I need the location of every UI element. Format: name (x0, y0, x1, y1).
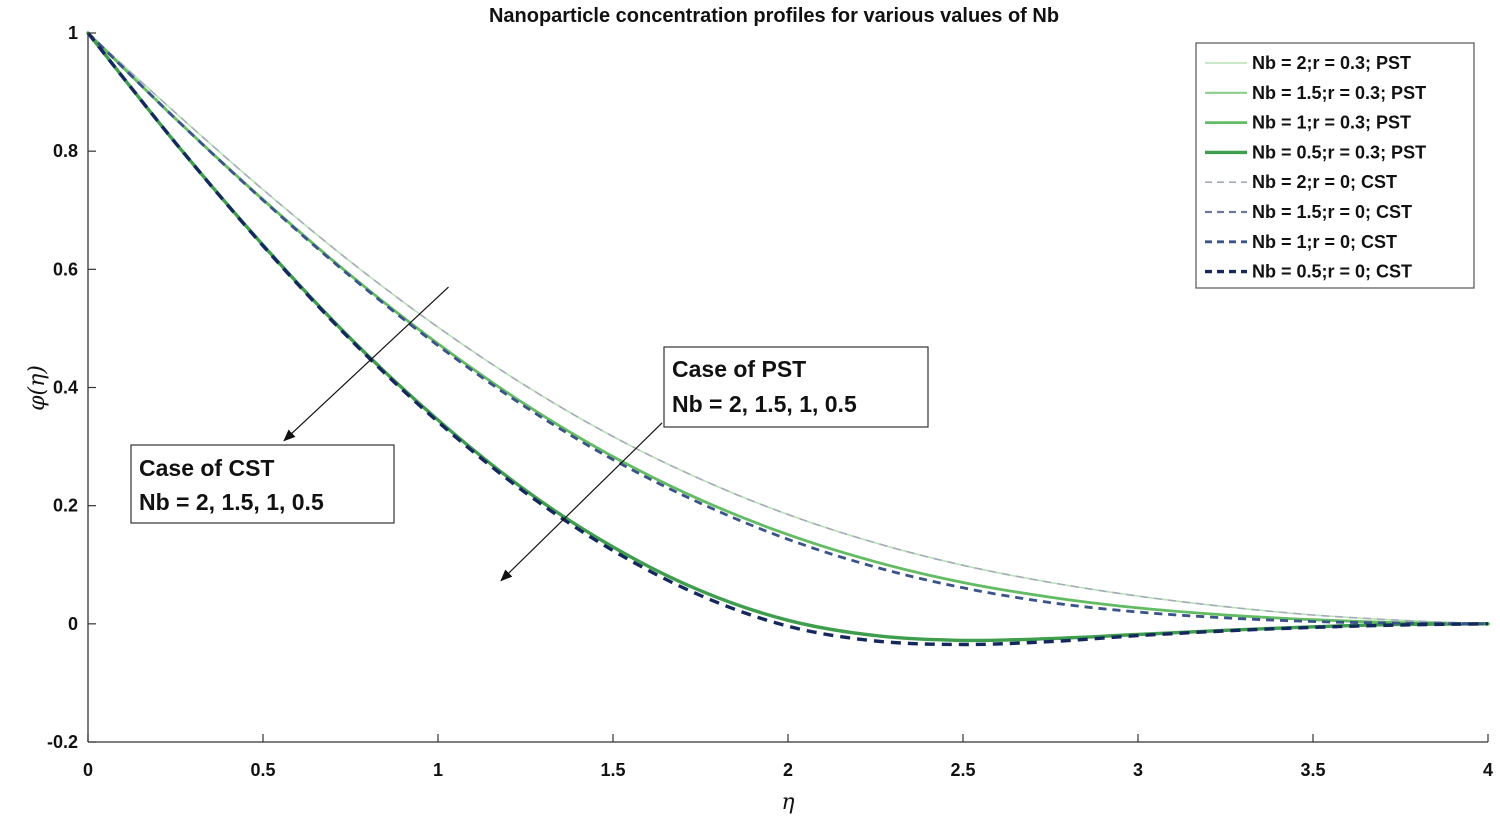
legend-label-2: Nb = 1.5;r = 0.3; PST (1252, 83, 1426, 103)
legend-label-1: Nb = 2;r = 0.3; PST (1252, 53, 1411, 73)
x-tick-label: 2.5 (950, 760, 975, 780)
annotation-pst-line2: Nb = 2, 1.5, 1, 0.5 (672, 391, 857, 417)
y-tick-label: 0.2 (53, 496, 78, 516)
x-tick-label: 0.5 (250, 760, 275, 780)
x-ticks: 0 0.5 1 1.5 2 2.5 3 3.5 4 (83, 734, 1493, 780)
series-line-7 (87, 31, 1489, 626)
annotation-pst-box (663, 346, 929, 428)
y-tick-label: -0.2 (47, 732, 78, 752)
x-tick-label: 0 (83, 760, 93, 780)
x-axis-label: η (781, 790, 794, 815)
annotation-pst-arrow (500, 422, 663, 582)
annotation-cst-line2: Nb = 2, 1.5, 1, 0.5 (139, 489, 324, 515)
legend-label-7: Nb = 1;r = 0; CST (1252, 232, 1397, 252)
series-line-5 (87, 32, 1489, 625)
legend-label-4: Nb = 0.5;r = 0.3; PST (1252, 142, 1426, 162)
legend-entries: Nb = 2;r = 0.3; PST Nb = 1.5;r = 0.3; PST… (1205, 53, 1426, 282)
annotation-cst-arrow (283, 286, 449, 442)
series-line-8 (86, 31, 1489, 647)
y-tick-label: 0.6 (53, 259, 78, 279)
annotation-cst-line1: Case of CST (139, 455, 274, 481)
series-layer (86, 31, 1490, 647)
y-tick-label: 0.4 (53, 378, 78, 398)
legend: Nb = 2;r = 0.3; PST Nb = 1.5;r = 0.3; PST… (1195, 42, 1475, 289)
y-tick-label: 1 (68, 23, 78, 43)
legend-label-6: Nb = 1.5;r = 0; CST (1252, 202, 1412, 222)
y-axis-label: φ(η) (25, 365, 50, 411)
x-tick-label: 1.5 (600, 760, 625, 780)
annotation-cst: Case of CST Nb = 2, 1.5, 1, 0.5 (130, 286, 449, 524)
x-tick-label: 4 (1483, 760, 1493, 780)
legend-label-8: Nb = 0.5;r = 0; CST (1252, 262, 1412, 282)
chart-title: Nanoparticle concentration profiles for … (489, 5, 1059, 27)
y-tick-label: 0.8 (53, 141, 78, 161)
annotation-pst: Case of PST Nb = 2, 1.5, 1, 0.5 (500, 346, 929, 582)
annotation-pst-line1: Case of PST (672, 356, 806, 382)
legend-label-5: Nb = 2;r = 0; CST (1252, 172, 1397, 192)
legend-box (1195, 42, 1475, 289)
y-ticks: -0.2 0 0.2 0.4 0.6 0.8 1 (47, 23, 96, 752)
annotation-cst-box (130, 444, 395, 524)
y-tick-label: 0 (68, 614, 78, 634)
legend-label-3: Nb = 1;r = 0.3; PST (1252, 113, 1411, 133)
x-tick-label: 1 (433, 760, 443, 780)
x-tick-label: 3 (1133, 760, 1143, 780)
x-tick-label: 2 (783, 760, 793, 780)
x-tick-label: 3.5 (1300, 760, 1325, 780)
